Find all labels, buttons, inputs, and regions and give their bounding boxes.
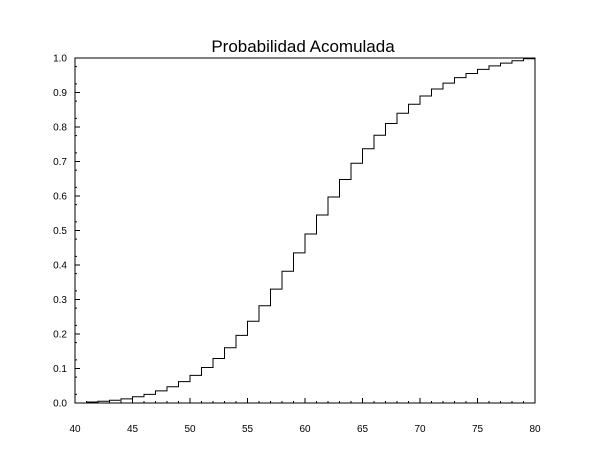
y-tick-label: 0.5 [53, 226, 67, 237]
cdf-step-line [75, 58, 535, 404]
plot-frame [74, 57, 536, 404]
x-tick-label: 65 [357, 424, 369, 435]
y-tick-label: 0.1 [53, 364, 67, 375]
x-tick-label: 75 [472, 424, 484, 435]
y-tick-label: 0.4 [53, 261, 67, 272]
x-tick-label: 55 [242, 424, 254, 435]
x-tick-label: 50 [184, 424, 196, 435]
y-tick-label: 0.6 [53, 192, 67, 203]
y-tick-label: 0.9 [53, 88, 67, 99]
x-tick-label: 60 [299, 424, 311, 435]
axes: 40 45 50 55 60 65 70 75 80 0.0 0.1 0.2 0.3 0.4 0.5 0.6 0… [53, 54, 541, 436]
y-tick-label: 0.7 [53, 157, 67, 168]
x-tick-label: 80 [529, 424, 541, 435]
y-tick-label: 0.2 [53, 330, 67, 341]
y-tick-label: 1.0 [53, 54, 67, 65]
x-tick-label: 45 [127, 424, 139, 435]
y-tick-label: 0.3 [53, 295, 67, 306]
y-tick-label: 0.8 [53, 123, 67, 134]
y-tick-label: 0.0 [53, 399, 67, 410]
x-tick-label: 40 [69, 424, 81, 435]
x-tick-label: 70 [414, 424, 426, 435]
chart-title: Probabilidad Acomulada [211, 37, 395, 56]
